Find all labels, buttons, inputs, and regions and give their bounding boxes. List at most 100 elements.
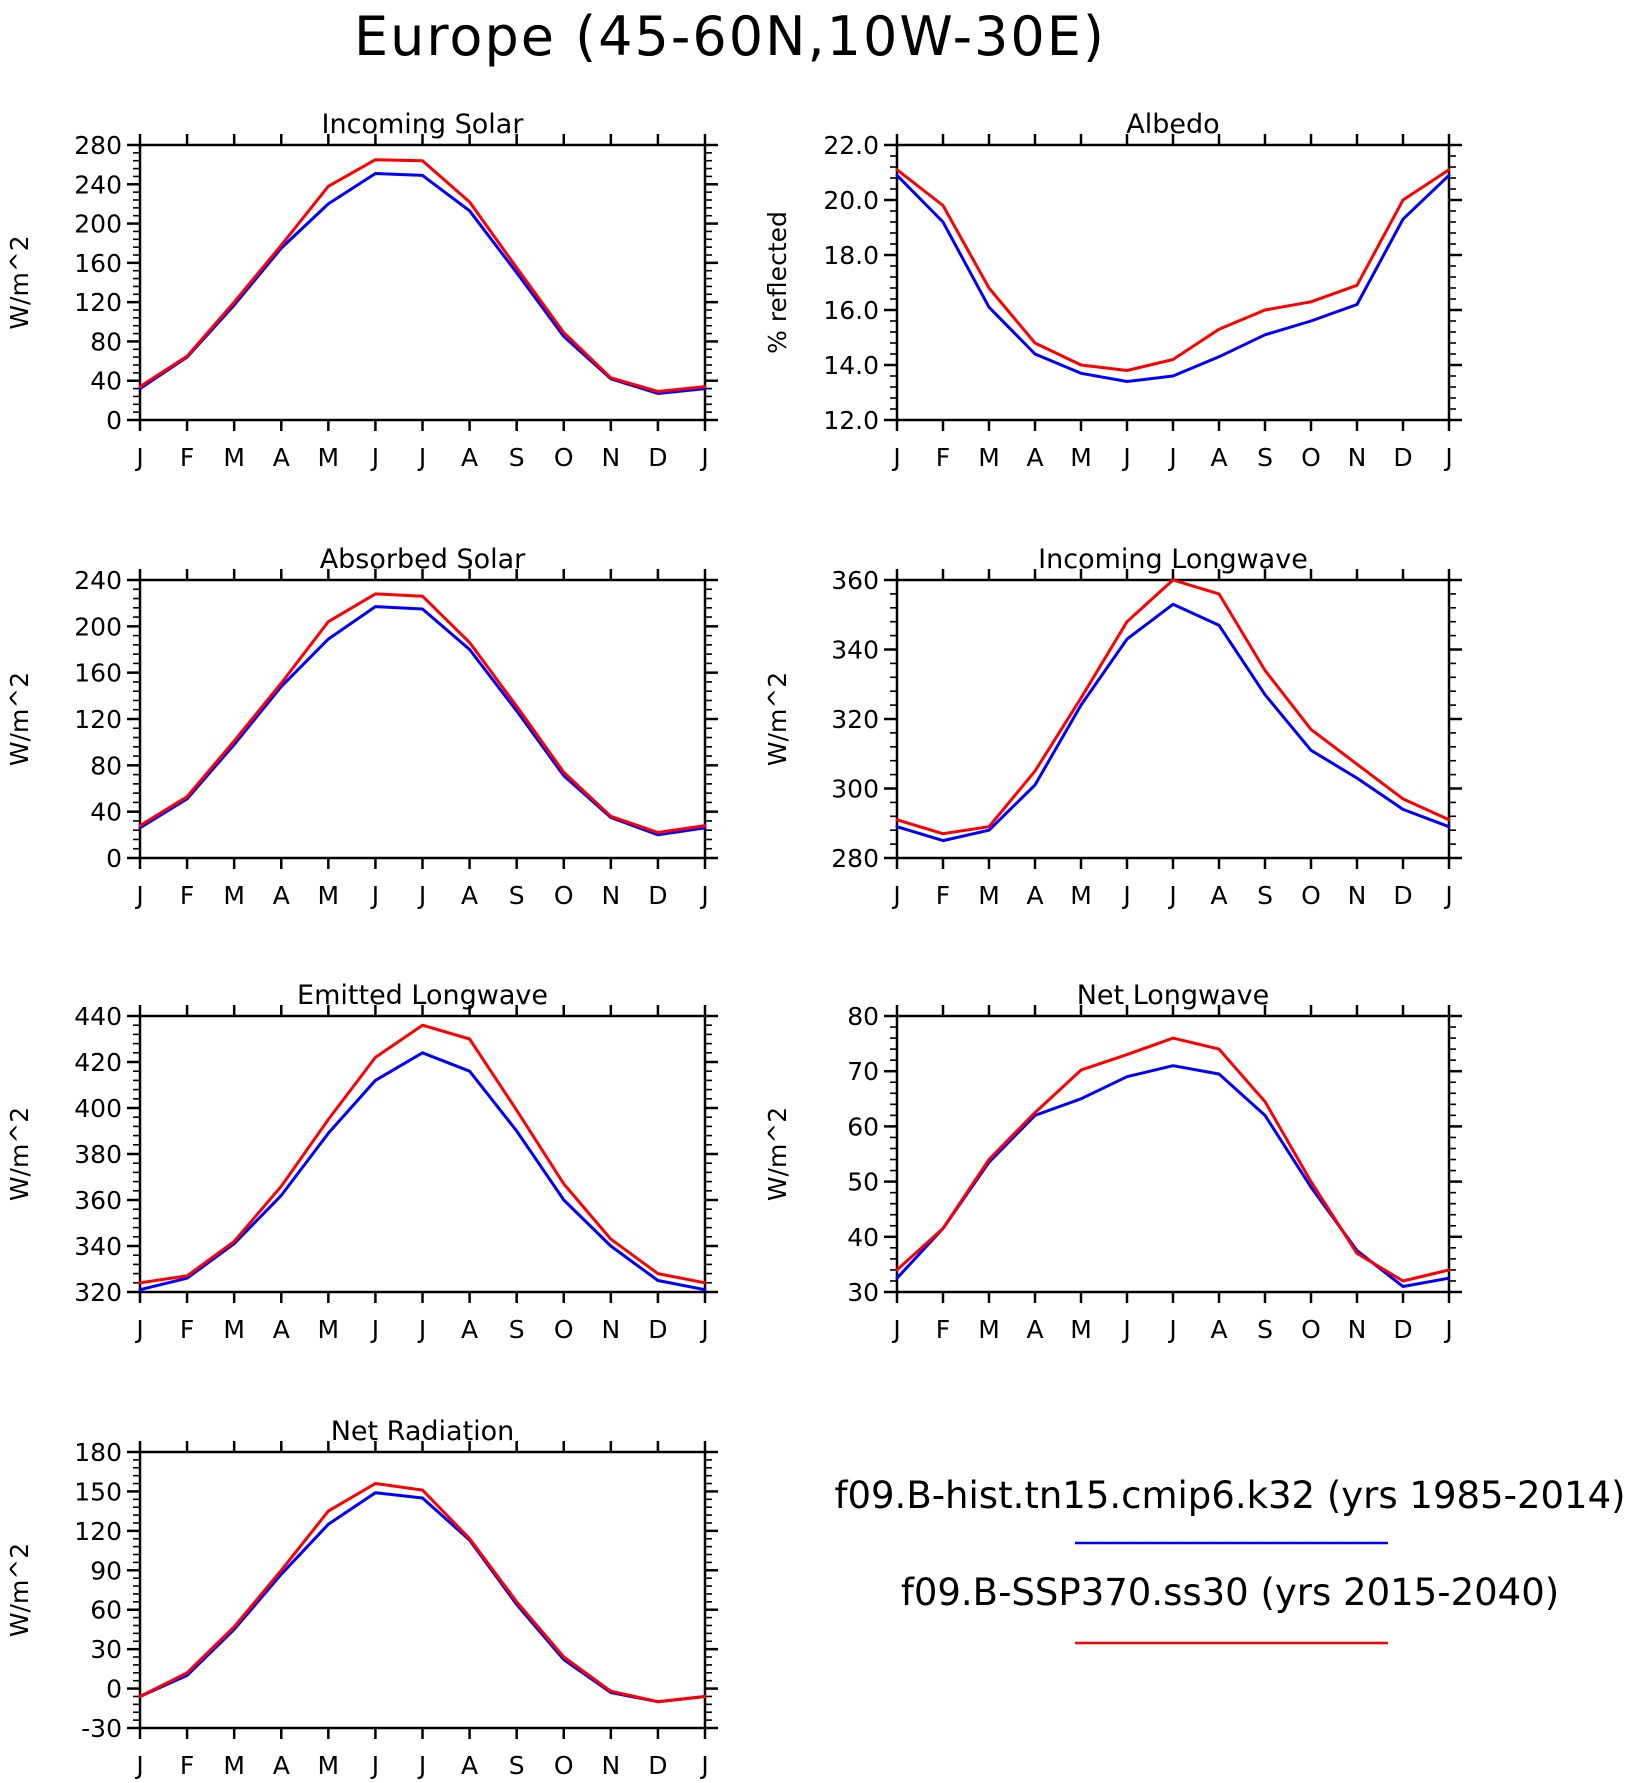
y-tick-label: 70 [847,1057,879,1086]
x-tick-label: J [699,1315,708,1344]
y-tick-label: 16.0 [823,296,879,325]
legend-label-ssp: f09.B-SSP370.ss30 (yrs 2015-2040) [901,1571,1559,1614]
x-tick-label: O [554,1751,574,1780]
y-tick-label: 40 [847,1223,879,1252]
y-tick-label: 30 [90,1635,122,1664]
x-tick-label: D [648,1751,667,1780]
x-tick-label: J [1121,1315,1130,1344]
y-tick-label: 60 [90,1596,122,1625]
x-tick-label: J [891,1315,900,1344]
y-tick-label: 160 [74,659,122,688]
x-tick-label: N [601,1751,620,1780]
y-axis-label: W/m^2 [5,1107,34,1201]
y-tick-label: 14.0 [823,351,879,380]
x-tick-label: M [318,1751,340,1780]
x-tick-label: J [891,443,900,472]
x-tick-label: D [648,1315,667,1344]
series-line-hist [895,602,1451,843]
x-tick-label: F [936,881,950,910]
x-tick-label: J [1167,1315,1176,1344]
x-tick-label: M [318,443,340,472]
y-axis-label: W/m^2 [5,1543,34,1637]
x-tick-label: J [1443,1315,1452,1344]
x-tick-label: J [699,443,708,472]
x-tick-label: A [461,881,478,910]
y-axis-label: W/m^2 [763,672,792,766]
x-tick-label: O [554,1315,574,1344]
x-tick-label: M [223,1751,245,1780]
y-tick-label: 50 [847,1168,879,1197]
y-tick-label: 200 [74,210,122,239]
x-tick-label: S [509,881,525,910]
x-tick-label: A [461,443,478,472]
plot-frame [138,1450,707,1730]
x-tick-label: N [1348,881,1367,910]
y-tick-label: 12.0 [823,406,879,435]
x-tick-label: A [1026,443,1043,472]
x-tick-label: S [509,443,525,472]
x-tick-label: S [1257,881,1273,910]
x-tick-label: S [509,1751,525,1780]
x-tick-label: D [648,443,667,472]
y-tick-label: 120 [74,288,122,317]
y-tick-label: 440 [74,1002,122,1031]
figure-title: Europe (45-60N,10W-30E) [354,5,1106,68]
y-tick-label: 240 [74,170,122,199]
x-tick-label: N [601,443,620,472]
y-tick-label: 0 [106,844,122,873]
y-tick-label: 40 [90,798,122,827]
y-tick-label: 80 [847,1002,879,1031]
series-line-ssp [138,1482,707,1704]
x-tick-label: N [1348,1315,1367,1344]
x-tick-label: F [180,881,194,910]
x-tick-label: M [318,881,340,910]
plot-frame [895,143,1451,422]
y-tick-label: 0 [106,1675,122,1704]
y-tick-label: 60 [847,1112,879,1141]
plot-frame [138,143,707,422]
series-line-hist [138,1491,707,1704]
y-tick-label: 180 [74,1438,122,1467]
y-tick-label: 280 [74,131,122,160]
y-tick-label: 0 [106,406,122,435]
x-tick-label: M [978,443,1000,472]
y-tick-label: 120 [74,1517,122,1546]
x-tick-label: J [417,1751,426,1780]
x-tick-label: A [1026,881,1043,910]
series-line-hist [895,1064,1451,1288]
x-tick-label: S [1257,443,1273,472]
x-tick-label: J [1167,443,1176,472]
y-tick-label: 340 [74,1232,122,1261]
x-tick-label: N [601,1315,620,1344]
series-line-ssp [895,1036,1451,1283]
y-tick-label: 400 [74,1094,122,1123]
x-tick-label: M [223,443,245,472]
plot-frame [895,1014,1451,1294]
x-tick-label: J [1167,881,1176,910]
x-tick-label: S [509,1315,525,1344]
x-tick-label: J [417,443,426,472]
x-tick-label: J [699,1751,708,1780]
x-tick-label: J [1443,443,1452,472]
series-line-ssp [138,1023,707,1285]
x-tick-label: J [134,1315,143,1344]
x-tick-label: N [601,881,620,910]
x-tick-label: M [978,881,1000,910]
x-tick-label: M [1070,1315,1092,1344]
y-tick-label: 80 [90,751,122,780]
y-tick-label: 380 [74,1140,122,1169]
y-tick-label: 360 [74,1186,122,1215]
y-tick-label: 30 [847,1278,879,1307]
x-tick-label: J [891,881,900,910]
x-tick-label: A [273,1315,290,1344]
x-tick-label: J [1443,881,1452,910]
y-tick-label: 320 [74,1278,122,1307]
series-line-ssp [138,158,707,393]
y-axis-label: W/m^2 [5,235,34,329]
x-tick-label: D [648,881,667,910]
